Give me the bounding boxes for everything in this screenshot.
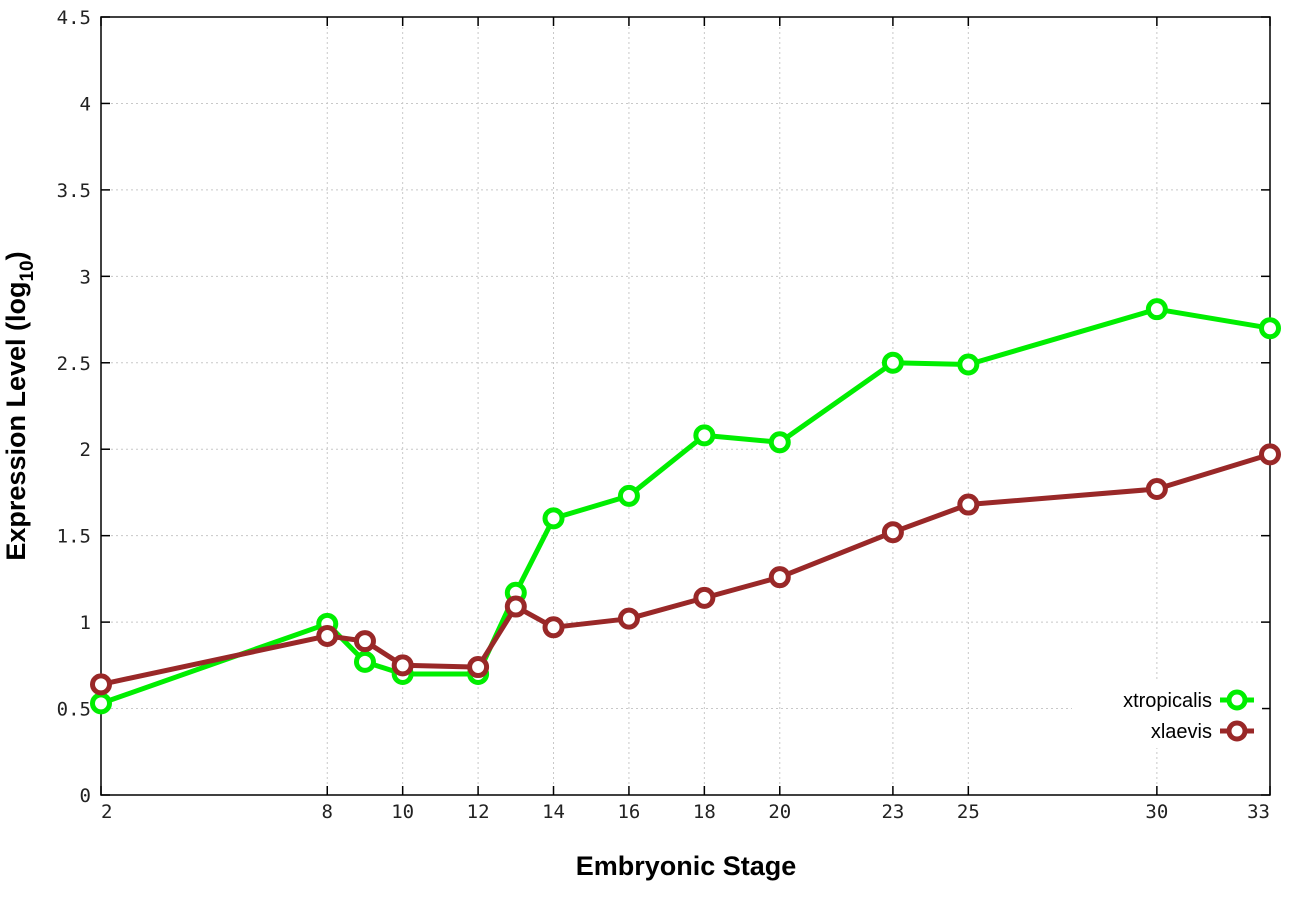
series-layer — [90, 298, 1281, 715]
y-tick-label: 4.5 — [57, 7, 91, 29]
data-point-xtropicalis — [957, 353, 980, 376]
y-axis-label: Expression Level (log10) — [1, 251, 38, 560]
data-point-xlaevis — [1259, 443, 1281, 466]
legend-entry-xtropicalis: xtropicalis — [1123, 689, 1254, 712]
data-point-xlaevis — [391, 654, 414, 677]
data-point-xtropicalis — [693, 424, 716, 447]
grid — [101, 17, 1270, 795]
data-point-xtropicalis — [617, 484, 640, 507]
y-tick-label: 1 — [80, 612, 91, 634]
x-tick-label: 10 — [391, 801, 414, 823]
x-tick-label: 20 — [768, 801, 791, 823]
data-point-xlaevis — [90, 673, 112, 696]
x-tick-label: 2 — [101, 801, 112, 823]
data-point-xlaevis — [353, 630, 376, 653]
data-point-xlaevis — [504, 595, 527, 618]
x-tick-label: 25 — [957, 801, 980, 823]
series-xlaevis — [90, 443, 1281, 696]
data-point-xlaevis — [617, 607, 640, 630]
y-tick-labels: 0 0.5 1 1.5 2 2.5 3 3.5 4 4.5 — [57, 7, 91, 807]
data-point-xtropicalis — [1145, 298, 1168, 321]
data-point-xtropicalis — [353, 650, 376, 673]
x-tick-label: 33 — [1247, 801, 1270, 823]
legend-entry-xlaevis: xlaevis — [1151, 720, 1254, 743]
data-point-xlaevis — [467, 656, 490, 679]
y-tick-label: 0 — [80, 785, 91, 807]
x-tick-label: 30 — [1145, 801, 1168, 823]
legend-marker-xtropicalis — [1226, 689, 1248, 711]
x-tick-label: 23 — [881, 801, 904, 823]
x-tick-label: 16 — [617, 801, 640, 823]
y-axis-label-subscript: 10 — [17, 260, 38, 281]
legend-label-xlaevis: xlaevis — [1151, 721, 1212, 743]
data-point-xtropicalis — [542, 507, 565, 530]
x-tick-label: 8 — [322, 801, 333, 823]
axis-ticks — [100, 16, 1271, 796]
data-point-xlaevis — [316, 624, 339, 647]
legend: xtropicalis xlaevis — [1072, 682, 1262, 748]
data-point-xlaevis — [768, 566, 791, 589]
y-tick-label: 3 — [80, 266, 91, 288]
x-tick-label: 18 — [693, 801, 716, 823]
y-tick-label: 1.5 — [57, 526, 91, 548]
x-tick-label: 12 — [467, 801, 490, 823]
y-tick-label: 0.5 — [57, 699, 91, 721]
y-tick-label: 2 — [80, 439, 91, 461]
data-point-xtropicalis — [881, 351, 904, 374]
y-tick-label: 4 — [80, 93, 91, 115]
legend-marker-xlaevis — [1226, 720, 1248, 742]
x-axis-label: Embryonic Stage — [576, 851, 797, 881]
data-point-xtropicalis — [90, 692, 112, 715]
data-point-xlaevis — [1145, 477, 1168, 500]
data-point-xlaevis — [693, 586, 716, 609]
legend-label-xtropicalis: xtropicalis — [1123, 690, 1212, 712]
x-tick-label: 14 — [542, 801, 565, 823]
data-point-xtropicalis — [768, 431, 791, 454]
y-axis-label-main: Expression Level (log — [1, 282, 31, 561]
x-tick-labels: 2 8 10 12 14 16 18 20 23 25 30 33 — [101, 801, 1270, 823]
series-line-xlaevis — [100, 452, 1271, 687]
series-xtropicalis — [90, 298, 1281, 715]
y-tick-label: 2.5 — [57, 353, 91, 375]
y-axis-label-close: ) — [1, 251, 31, 260]
plot-frame — [100, 16, 1271, 796]
data-point-xlaevis — [881, 521, 904, 544]
data-point-xtropicalis — [1259, 317, 1281, 340]
data-point-xlaevis — [957, 493, 980, 516]
data-point-xlaevis — [542, 616, 565, 639]
y-tick-label: 3.5 — [57, 180, 91, 202]
